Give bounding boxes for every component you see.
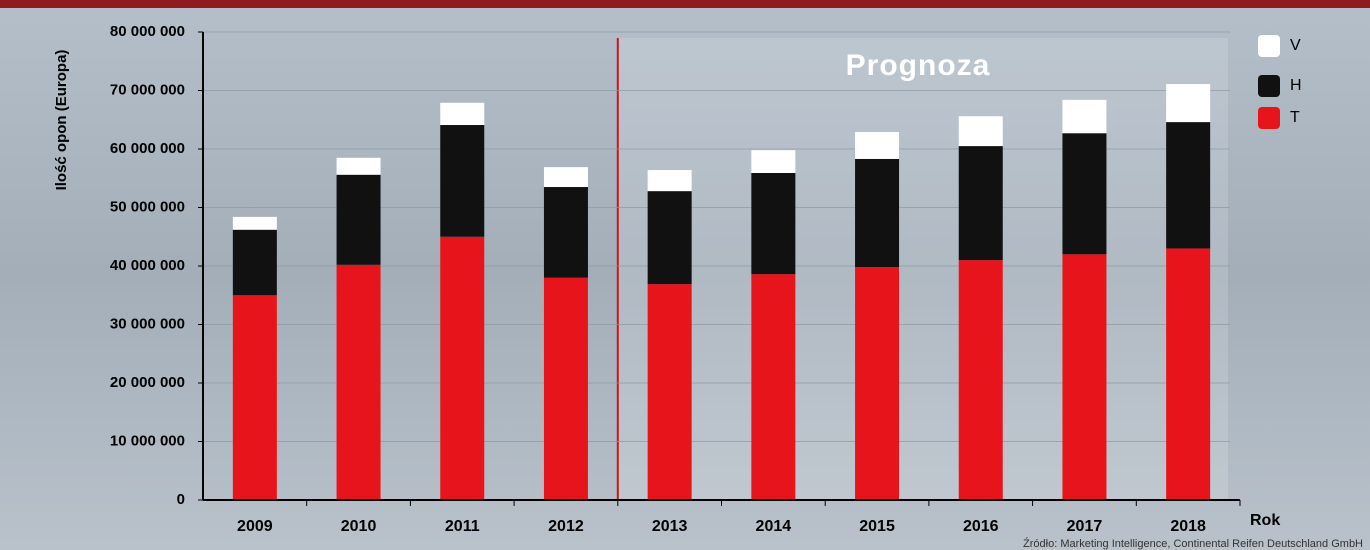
bar-segment	[1166, 84, 1210, 122]
legend-swatch	[1258, 35, 1280, 57]
legend-swatch	[1258, 107, 1280, 129]
bar-segment	[233, 217, 277, 230]
bar-segment	[751, 173, 795, 274]
bar-segment	[1062, 100, 1106, 133]
annotation: Prognoza	[846, 49, 991, 82]
bar-segment	[544, 187, 588, 278]
bar-segment	[233, 230, 277, 296]
bar-segment	[1166, 122, 1210, 248]
bar-segment	[751, 274, 795, 500]
x-tick-label: 2011	[445, 518, 480, 535]
bar-segment	[648, 170, 692, 191]
bar-segment	[1062, 133, 1106, 254]
x-tick-label: 2013	[652, 518, 688, 535]
bar-segment	[855, 132, 899, 159]
y-tick-label: 20 000 000	[110, 374, 185, 391]
y-tick-label: 80 000 000	[110, 23, 185, 40]
bar-segment	[959, 146, 1003, 260]
y-tick-label: 60 000 000	[110, 140, 185, 157]
legend-swatch	[1258, 75, 1280, 97]
x-tick-label: 2016	[963, 518, 999, 535]
x-tick-label: 2015	[859, 518, 895, 535]
bar-segment	[855, 159, 899, 267]
bar-segment	[544, 278, 588, 500]
bar-segment	[959, 116, 1003, 146]
chart: Ilość opon (Europa) Rok Źródło: Marketin…	[0, 0, 1370, 550]
y-tick-label: 10 000 000	[110, 432, 185, 449]
x-tick-label: 2014	[756, 518, 792, 535]
x-axis-label: Rok	[1250, 512, 1280, 529]
page: {"chart_data": { "type": "stacked-bar", …	[0, 0, 1370, 550]
bar-segment	[440, 237, 484, 500]
bar-segment	[440, 125, 484, 237]
x-tick-label: 2018	[1170, 518, 1206, 535]
bar-segment	[751, 150, 795, 173]
y-tick-label: 0	[177, 491, 185, 508]
legend-label: H	[1290, 77, 1302, 94]
x-tick-label: 2010	[341, 518, 377, 535]
header-strip	[0, 0, 1370, 8]
bar-segment	[337, 158, 381, 175]
bar-segment	[337, 265, 381, 500]
bar-segment	[544, 167, 588, 187]
x-tick-label: 2009	[237, 518, 273, 535]
legend-label: V	[1290, 37, 1301, 54]
y-tick-label: 40 000 000	[110, 257, 185, 274]
y-tick-label: 30 000 000	[110, 315, 185, 332]
x-tick-label: 2012	[548, 518, 584, 535]
y-tick-label: 70 000 000	[110, 81, 185, 98]
y-axis-label: Ilość opon (Europa)	[53, 50, 70, 191]
bar-segment	[1062, 254, 1106, 500]
bar-segment	[1166, 248, 1210, 500]
bar-segment	[959, 260, 1003, 500]
bar-segment	[337, 175, 381, 265]
bar-segment	[855, 267, 899, 500]
y-tick-label: 50 000 000	[110, 198, 185, 215]
legend-label: T	[1290, 109, 1300, 126]
bar-segment	[440, 103, 484, 125]
source: Źródło: Marketing Intelligence, Continen…	[1023, 537, 1363, 550]
bar-segment	[648, 284, 692, 500]
bar-segment	[648, 191, 692, 284]
bar-segment	[233, 295, 277, 500]
x-tick-label: 2017	[1067, 518, 1103, 535]
forecast-region	[618, 38, 1228, 500]
